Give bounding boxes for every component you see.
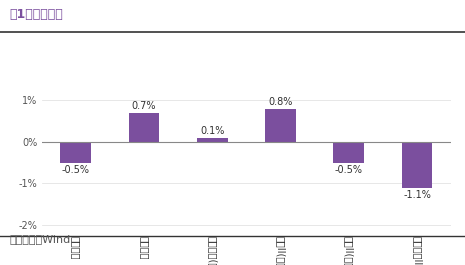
- Text: 0.7%: 0.7%: [132, 101, 156, 111]
- Bar: [129, 113, 159, 142]
- Bar: [333, 142, 364, 163]
- Bar: [60, 142, 91, 163]
- Text: 0.8%: 0.8%: [268, 96, 293, 107]
- Text: 资料来源：Wind: 资料来源：Wind: [9, 234, 71, 244]
- Bar: [265, 109, 296, 142]
- Bar: [197, 138, 228, 142]
- Text: 图1：指数表现: 图1：指数表现: [9, 8, 63, 21]
- Text: -1.1%: -1.1%: [403, 189, 431, 200]
- Text: -0.5%: -0.5%: [335, 165, 363, 175]
- Text: 0.1%: 0.1%: [200, 126, 225, 136]
- Bar: [402, 142, 432, 188]
- Text: -0.5%: -0.5%: [62, 165, 90, 175]
